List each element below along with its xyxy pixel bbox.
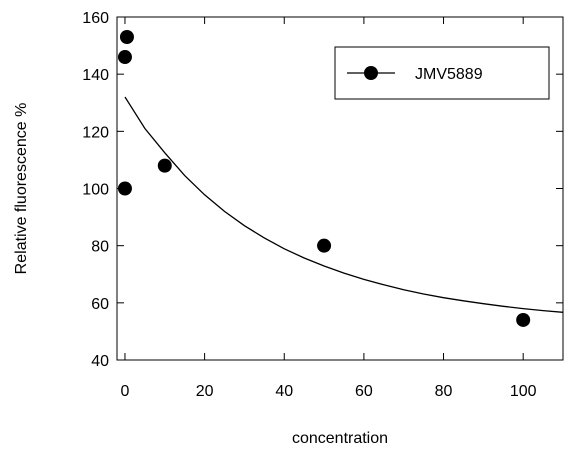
y-tick-label: 140 [82,67,109,84]
fit-curve [124,96,564,313]
x-tick-label: 0 [121,383,130,400]
legend: JMV5889 [334,46,550,100]
data-point [157,158,172,173]
x-axis-title: concentration [292,430,388,447]
y-tick-label: 120 [82,124,109,141]
data-point [516,312,531,327]
legend-marker [364,66,378,80]
y-axis-title: Relative fluorescence % [13,103,30,275]
x-tick-label: 20 [196,383,214,400]
data-point [317,238,332,253]
data-point [117,50,132,65]
x-tick-label: 60 [355,383,373,400]
x-tick-label: 100 [510,383,537,400]
y-tick-label: 60 [91,296,109,313]
legend-label: JMV5889 [415,66,483,83]
data-point [119,30,134,45]
y-tick-label: 100 [82,182,109,199]
x-tick-label: 40 [275,383,293,400]
y-tick-label: 160 [82,10,109,27]
x-tick-label: 80 [435,383,453,400]
y-tick-label: 40 [91,353,109,370]
data-points [117,30,531,327]
y-tick-label: 80 [91,239,109,256]
y-axis: 40 60 80 100 120 140 160 [82,10,563,370]
data-point [117,181,132,196]
x-axis: 0 20 40 60 80 100 [121,17,537,400]
